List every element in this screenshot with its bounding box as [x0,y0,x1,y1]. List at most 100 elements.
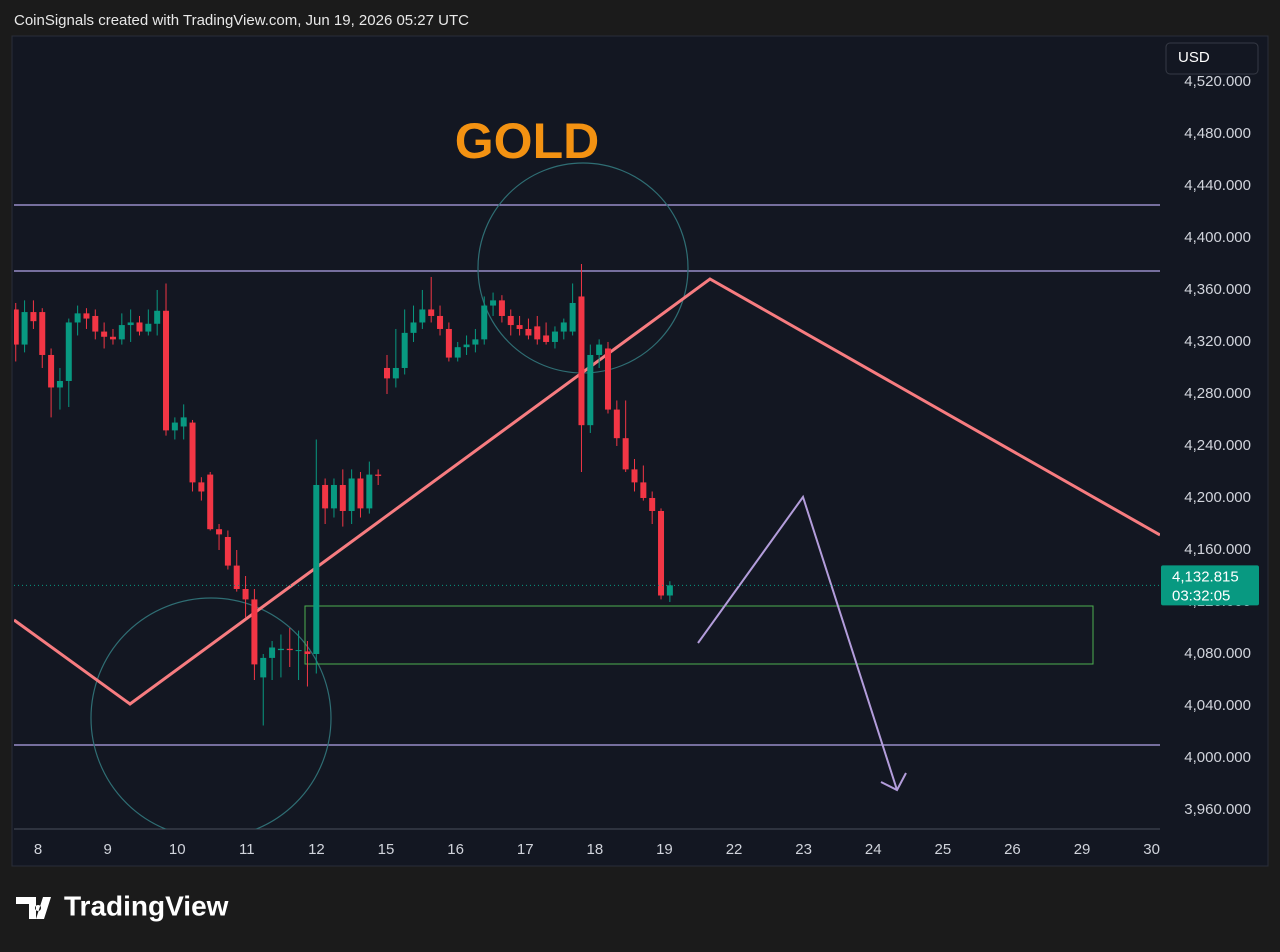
y-tick-label: 4,480.000 [1184,125,1251,142]
candle-body [260,657,267,678]
candle-body [269,647,276,658]
drawings [14,162,1160,829]
candle-body [366,474,373,509]
currency-button[interactable] [1165,42,1259,75]
candle-body [48,354,55,388]
candle-body [339,484,346,511]
candle-body [322,484,329,509]
candle-body [348,478,355,511]
y-tick-label: 4,520.000 [1184,73,1251,90]
candle-body [198,482,205,492]
x-tick-label: 23 [795,841,812,858]
candle-body [613,409,620,439]
candle-body [454,347,461,358]
candle-body [295,650,302,652]
axes: 3,960.0004,000.0004,040.0004,080.0004,12… [34,73,1251,858]
candle-body [65,322,72,381]
x-tick-label: 18 [586,841,603,858]
currency-label[interactable]: USD [1178,49,1210,66]
candle-body [401,332,408,368]
candle-body [330,484,337,509]
candle-body [463,344,470,348]
chart-title: GOLD [455,113,599,169]
candle-body [56,380,63,388]
x-tick-label: 16 [447,841,464,858]
candle-body [30,312,37,322]
candle-body [109,336,116,340]
x-tick-label: 22 [726,841,743,858]
candle-body [171,422,178,431]
candle-body [383,367,390,379]
y-tick-label: 4,200.000 [1184,489,1251,506]
y-tick-label: 3,960.000 [1184,801,1251,818]
candle-body [631,469,638,483]
candle-body [207,474,214,530]
candle-body [233,565,240,589]
projection-arrow [697,494,898,791]
candle-body [92,315,99,332]
candle-body [154,310,161,324]
header-text: CoinSignals created with TradingView.com… [14,12,469,29]
candle-body [604,348,611,410]
x-tick-label: 10 [169,841,186,858]
candle-body [101,331,108,337]
y-tick-label: 4,440.000 [1184,177,1251,194]
candle-body [481,305,488,340]
candle-body [490,300,497,306]
candle-body [472,339,479,345]
candle-body [277,648,284,651]
x-tick-label: 25 [934,841,951,858]
candle-body [163,310,170,431]
candles [14,263,1160,726]
candle-body [189,422,196,483]
logo-icon [16,897,51,919]
candle-body [551,331,558,342]
candle-body [560,322,567,332]
candle-body [640,482,647,498]
footer-logo: TradingView [16,890,229,921]
candle-body [74,313,81,323]
y-tick-label: 4,000.000 [1184,749,1251,766]
candle-body [242,588,249,600]
x-tick-label: 11 [239,841,255,858]
candle-body [437,315,444,329]
candle-body [534,326,541,340]
candle-body [127,322,134,326]
candle-body [507,315,514,326]
arrow-head [880,772,907,792]
highlight-circle [90,597,332,829]
x-tick-label: 30 [1143,841,1160,858]
candle-body [498,300,505,316]
y-tick-label: 4,160.000 [1184,541,1251,558]
candle-body [578,296,585,426]
x-tick-label: 9 [103,841,111,858]
candle-body [118,325,125,340]
candle-body [357,478,364,509]
candle-body [392,367,399,379]
candle-body [83,313,90,319]
y-tick-label: 4,040.000 [1184,697,1251,714]
last-price-box [1161,565,1259,606]
candle-body [136,322,143,332]
x-tick-label: 8 [34,841,42,858]
candle-body [39,312,46,355]
candle-body [21,312,28,345]
y-tick-label: 4,280.000 [1184,385,1251,402]
candle-body [375,474,382,476]
x-tick-label: 12 [308,841,325,858]
y-tick-label: 4,240.000 [1184,437,1251,454]
y-tick-label: 4,080.000 [1184,645,1251,662]
x-tick-label: 19 [656,841,673,858]
candle-body [286,648,293,651]
candle-body [419,309,426,323]
candle-body [445,328,452,358]
candle-body [313,484,320,655]
y-tick-label: 4,360.000 [1184,281,1251,298]
candle-body [251,599,258,665]
y-tick-label: 4,400.000 [1184,229,1251,246]
candle-body [14,309,19,345]
candle-body [410,322,417,333]
candle-body [649,497,656,511]
candle-body [596,344,603,355]
